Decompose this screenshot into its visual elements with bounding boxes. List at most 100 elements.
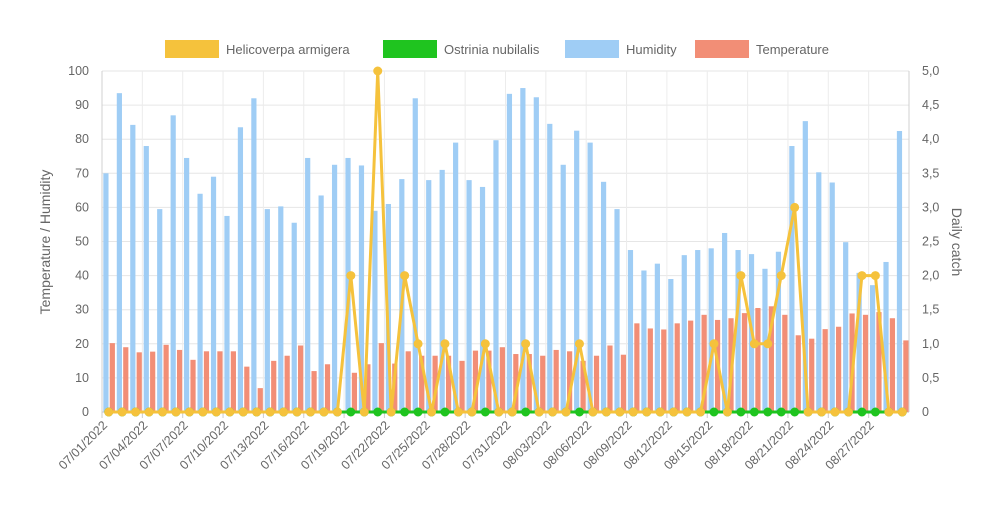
helicoverpa-armigera-point[interactable] xyxy=(601,407,611,417)
humidity-bar[interactable] xyxy=(775,251,782,412)
temperature-bar[interactable] xyxy=(647,328,653,412)
helicoverpa-armigera-point[interactable] xyxy=(117,407,127,417)
helicoverpa-armigera-point[interactable] xyxy=(332,407,342,417)
humidity-bar[interactable] xyxy=(547,123,553,412)
temperature-bar[interactable] xyxy=(419,355,425,412)
temperature-bar[interactable] xyxy=(540,355,546,412)
helicoverpa-armigera-point[interactable] xyxy=(669,407,679,417)
helicoverpa-armigera-point[interactable] xyxy=(709,339,719,349)
temperature-bar[interactable] xyxy=(244,366,250,412)
legend-swatch-humidity[interactable] xyxy=(565,40,619,58)
helicoverpa-armigera-point[interactable] xyxy=(803,407,813,417)
humidity-bar[interactable] xyxy=(493,140,499,412)
humidity-bar[interactable] xyxy=(251,98,257,412)
ostrinia-nubilalis-point[interactable] xyxy=(574,407,584,417)
humidity-bar[interactable] xyxy=(143,146,149,412)
temperature-bar[interactable] xyxy=(553,349,559,412)
humidity-bar[interactable] xyxy=(533,97,539,412)
humidity-bar[interactable] xyxy=(318,195,324,412)
humidity-bar[interactable] xyxy=(479,186,486,412)
humidity-bar[interactable] xyxy=(157,209,163,412)
temperature-bar[interactable] xyxy=(620,354,627,412)
temperature-bar[interactable] xyxy=(822,329,828,412)
helicoverpa-armigera-point[interactable] xyxy=(467,407,477,417)
helicoverpa-armigera-point[interactable] xyxy=(534,407,544,417)
humidity-bar[interactable] xyxy=(224,215,230,412)
ostrinia-nubilalis-point[interactable] xyxy=(857,407,867,417)
helicoverpa-armigera-point[interactable] xyxy=(655,407,665,417)
humidity-bar[interactable] xyxy=(264,209,270,412)
ostrinia-nubilalis-point[interactable] xyxy=(870,407,880,417)
helicoverpa-armigera-point[interactable] xyxy=(817,407,827,417)
helicoverpa-armigera-point[interactable] xyxy=(548,407,558,417)
humidity-bar[interactable] xyxy=(627,250,634,412)
helicoverpa-armigera-point[interactable] xyxy=(158,407,168,417)
temperature-bar[interactable] xyxy=(109,343,115,412)
legend-label-helicoverpa-armigera[interactable]: Helicoverpa armigera xyxy=(226,42,350,57)
legend-label-ostrinia-nubilalis[interactable]: Ostrinia nubilalis xyxy=(444,42,540,57)
helicoverpa-armigera-point[interactable] xyxy=(494,407,504,417)
humidity-bar[interactable] xyxy=(453,142,459,413)
humidity-bar[interactable] xyxy=(856,272,862,412)
humidity-bar[interactable] xyxy=(372,210,378,412)
temperature-bar[interactable] xyxy=(190,359,196,412)
legend-label-temperature[interactable]: Temperature xyxy=(756,42,829,57)
temperature-bar[interactable] xyxy=(136,352,142,412)
humidity-bar[interactable] xyxy=(708,248,714,412)
helicoverpa-armigera-point[interactable] xyxy=(427,407,437,417)
humidity-bar[interactable] xyxy=(116,93,122,412)
helicoverpa-armigera-point[interactable] xyxy=(144,407,154,417)
temperature-bar[interactable] xyxy=(862,314,869,412)
temperature-bar[interactable] xyxy=(607,345,613,412)
helicoverpa-armigera-point[interactable] xyxy=(763,339,773,349)
helicoverpa-armigera-point[interactable] xyxy=(319,407,329,417)
legend-swatch-temperature[interactable] xyxy=(695,40,749,58)
ostrinia-nubilalis-point[interactable] xyxy=(400,407,410,417)
legend-label-humidity[interactable]: Humidity xyxy=(626,42,677,57)
humidity-bar[interactable] xyxy=(305,157,311,412)
temperature-bar[interactable] xyxy=(123,347,129,412)
temperature-bar[interactable] xyxy=(445,355,452,412)
temperature-bar[interactable] xyxy=(486,350,492,412)
ostrinia-nubilalis-point[interactable] xyxy=(413,407,423,417)
ostrinia-nubilalis-point[interactable] xyxy=(790,407,800,417)
temperature-bar[interactable] xyxy=(701,314,707,412)
helicoverpa-armigera-point[interactable] xyxy=(776,271,786,281)
helicoverpa-armigera-point[interactable] xyxy=(749,339,759,349)
helicoverpa-armigera-point[interactable] xyxy=(104,407,114,417)
humidity-bar[interactable] xyxy=(587,142,593,413)
temperature-bar[interactable] xyxy=(567,351,573,412)
helicoverpa-armigera-point[interactable] xyxy=(265,407,275,417)
temperature-bar[interactable] xyxy=(203,351,210,412)
temperature-bar[interactable] xyxy=(298,345,304,412)
humidity-bar[interactable] xyxy=(668,279,674,412)
humidity-bar[interactable] xyxy=(466,180,472,412)
humidity-bar[interactable] xyxy=(735,250,741,412)
helicoverpa-armigera-point[interactable] xyxy=(722,407,732,417)
chart-legend[interactable]: Helicoverpa armigera Ostrinia nubilalis Hu… xyxy=(165,40,829,58)
humidity-bar[interactable] xyxy=(600,181,607,412)
humidity-bar[interactable] xyxy=(506,93,513,413)
temperature-bar[interactable] xyxy=(311,371,317,412)
humidity-bar[interactable] xyxy=(358,165,365,412)
humidity-bar[interactable] xyxy=(722,232,728,412)
helicoverpa-armigera-point[interactable] xyxy=(642,407,652,417)
temperature-bar[interactable] xyxy=(378,343,384,412)
temperature-bar[interactable] xyxy=(876,312,882,412)
temperature-bar[interactable] xyxy=(284,355,290,412)
humidity-bar[interactable] xyxy=(412,98,418,412)
humidity-bar[interactable] xyxy=(426,180,432,412)
helicoverpa-armigera-point[interactable] xyxy=(884,407,894,417)
helicoverpa-armigera-point[interactable] xyxy=(696,407,706,417)
temperature-bar[interactable] xyxy=(674,323,680,412)
helicoverpa-armigera-point[interactable] xyxy=(346,271,356,281)
temperature-bar[interactable] xyxy=(513,354,519,412)
helicoverpa-armigera-point[interactable] xyxy=(386,407,396,417)
humidity-bar[interactable] xyxy=(829,182,835,412)
humidity-bar[interactable] xyxy=(816,172,822,412)
helicoverpa-armigera-point[interactable] xyxy=(279,407,289,417)
humidity-bar[interactable] xyxy=(278,206,284,412)
temperature-bar[interactable] xyxy=(741,313,748,412)
humidity-bar[interactable] xyxy=(130,124,136,413)
ostrinia-nubilalis-point[interactable] xyxy=(373,407,383,417)
